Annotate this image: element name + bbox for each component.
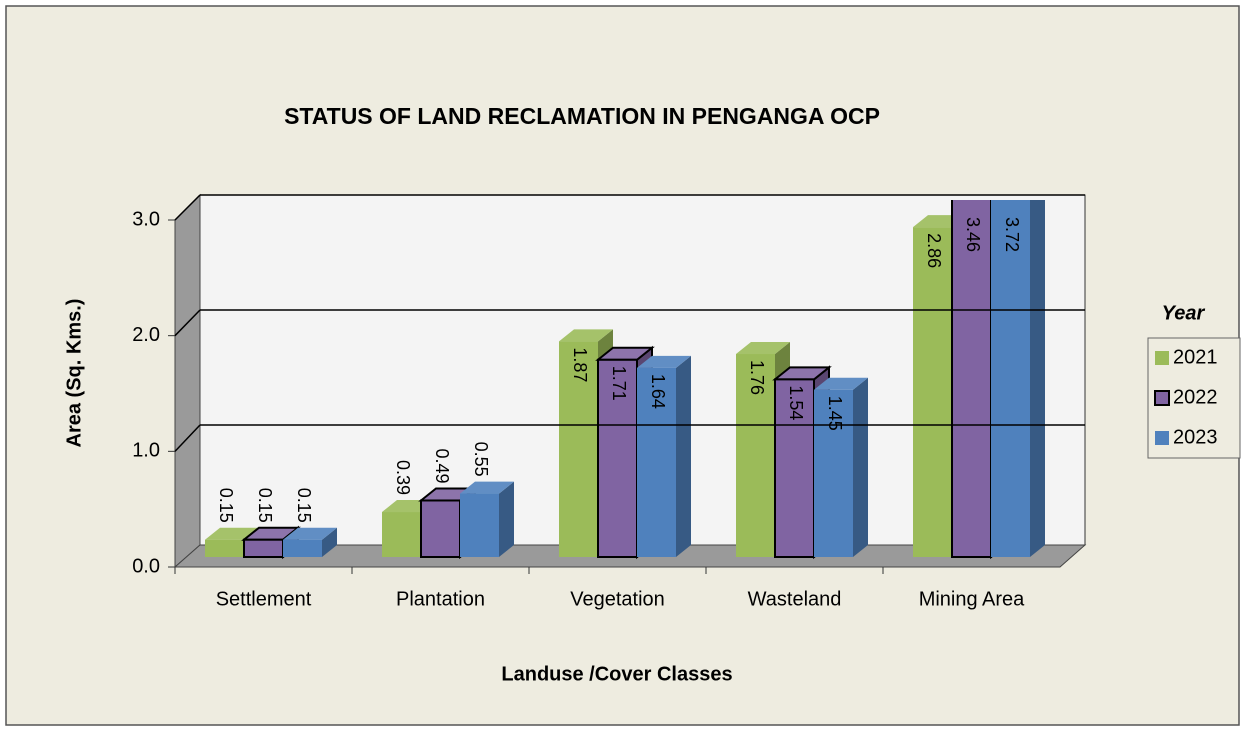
bar-side <box>853 377 868 557</box>
data-label: 0.15 <box>255 488 275 523</box>
data-label: 0.39 <box>393 460 413 495</box>
bar <box>420 499 461 558</box>
bar <box>814 389 853 557</box>
grid-line-side <box>174 309 201 337</box>
bar <box>283 539 322 557</box>
bars <box>205 200 1045 560</box>
bar-side <box>676 355 691 557</box>
bar-top <box>283 527 337 540</box>
bar <box>382 512 421 557</box>
legend-swatch <box>1155 431 1169 445</box>
x-tick-label: Wasteland <box>748 588 842 610</box>
x-tick-label: Vegetation <box>570 588 665 610</box>
bar <box>597 358 638 558</box>
data-label: 0.49 <box>432 448 452 483</box>
data-label: 1.54 <box>786 385 806 420</box>
y-tick-label: 0.0 <box>132 555 160 577</box>
data-label: 3.72 <box>1002 217 1022 252</box>
bar <box>991 200 1030 558</box>
bar-top <box>736 342 790 355</box>
data-label: 2.86 <box>924 233 944 268</box>
y-tick-label: 2.0 <box>132 324 160 346</box>
data-label: 3.46 <box>963 217 983 252</box>
legend-swatch <box>1155 351 1169 365</box>
data-label: 1.45 <box>825 396 845 431</box>
y-axis-title: Area (Sq. Kms.) <box>63 299 85 448</box>
bar-side <box>1030 200 1045 557</box>
bar-top <box>205 527 259 540</box>
bar <box>559 341 598 557</box>
data-label: 1.76 <box>747 360 767 395</box>
legend-label: 2023 <box>1173 426 1218 448</box>
x-axis-title: Landuse /Cover Classes <box>501 663 732 685</box>
bar-top <box>637 355 691 368</box>
y-tick-label: 1.0 <box>132 440 160 462</box>
bar <box>774 378 815 558</box>
bar-side <box>499 481 514 557</box>
data-label: 0.15 <box>294 488 314 523</box>
data-label: 0.15 <box>216 488 236 523</box>
legend-label: 2021 <box>1173 346 1218 368</box>
chart-title: STATUS OF LAND RECLAMATION IN PENGANGA O… <box>284 103 880 129</box>
bar <box>913 227 952 557</box>
data-label: 1.64 <box>648 374 668 409</box>
legend-label: 2022 <box>1173 386 1218 408</box>
bar-side <box>322 527 337 557</box>
bar <box>243 538 284 559</box>
x-tick-label: Plantation <box>396 588 485 610</box>
y-tick-label: 3.0 <box>132 208 160 230</box>
data-label: 1.71 <box>609 366 629 401</box>
data-label: 0.55 <box>471 442 491 477</box>
x-tick-label: Mining Area <box>919 588 1025 610</box>
data-label: 1.87 <box>570 347 590 382</box>
side-wall <box>174 193 201 569</box>
legend-title: Year <box>1162 302 1206 324</box>
bar <box>460 493 499 557</box>
grid-line-side <box>174 194 201 221</box>
bar <box>736 354 775 557</box>
bar-top <box>814 377 868 390</box>
grid-line-side <box>174 424 201 452</box>
bar <box>637 367 676 557</box>
x-tick-label: Settlement <box>216 588 312 610</box>
legend-swatch <box>1154 390 1170 406</box>
bar <box>205 539 244 557</box>
bar-top <box>460 481 514 494</box>
bar-top <box>559 329 613 342</box>
